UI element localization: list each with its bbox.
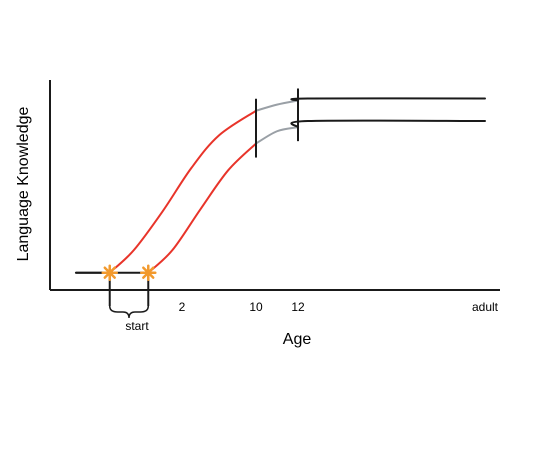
lower-curve-segment-1 bbox=[147, 142, 257, 274]
asterisk-stroke bbox=[103, 266, 116, 279]
x-tick-label: adult bbox=[472, 300, 499, 314]
upper-curve-segment-1 bbox=[108, 109, 257, 274]
x-tick-label: 12 bbox=[291, 300, 305, 314]
x-tick-label: 2 bbox=[179, 300, 186, 314]
start-brace bbox=[108, 305, 150, 319]
lower-curve-segment-2 bbox=[255, 126, 299, 145]
y-axis-title: Language Knowledge bbox=[15, 107, 32, 262]
labels-layer: Age Language Knowledge start 2 10 12 adult bbox=[15, 107, 499, 349]
asterisk-stroke bbox=[142, 266, 155, 279]
series-layer bbox=[75, 97, 486, 274]
x-tick-label: 10 bbox=[249, 300, 263, 314]
start-marker-1 bbox=[140, 264, 157, 281]
marks-layer bbox=[101, 88, 299, 319]
upper-curve-segment-3 bbox=[290, 97, 486, 102]
start-marker-0 bbox=[101, 264, 118, 281]
upper-curve-segment-2 bbox=[255, 99, 299, 112]
x-axis-title: Age bbox=[283, 331, 312, 348]
axes bbox=[49, 80, 500, 291]
brace-label: start bbox=[125, 319, 149, 333]
lower-curve-segment-3 bbox=[290, 119, 486, 129]
